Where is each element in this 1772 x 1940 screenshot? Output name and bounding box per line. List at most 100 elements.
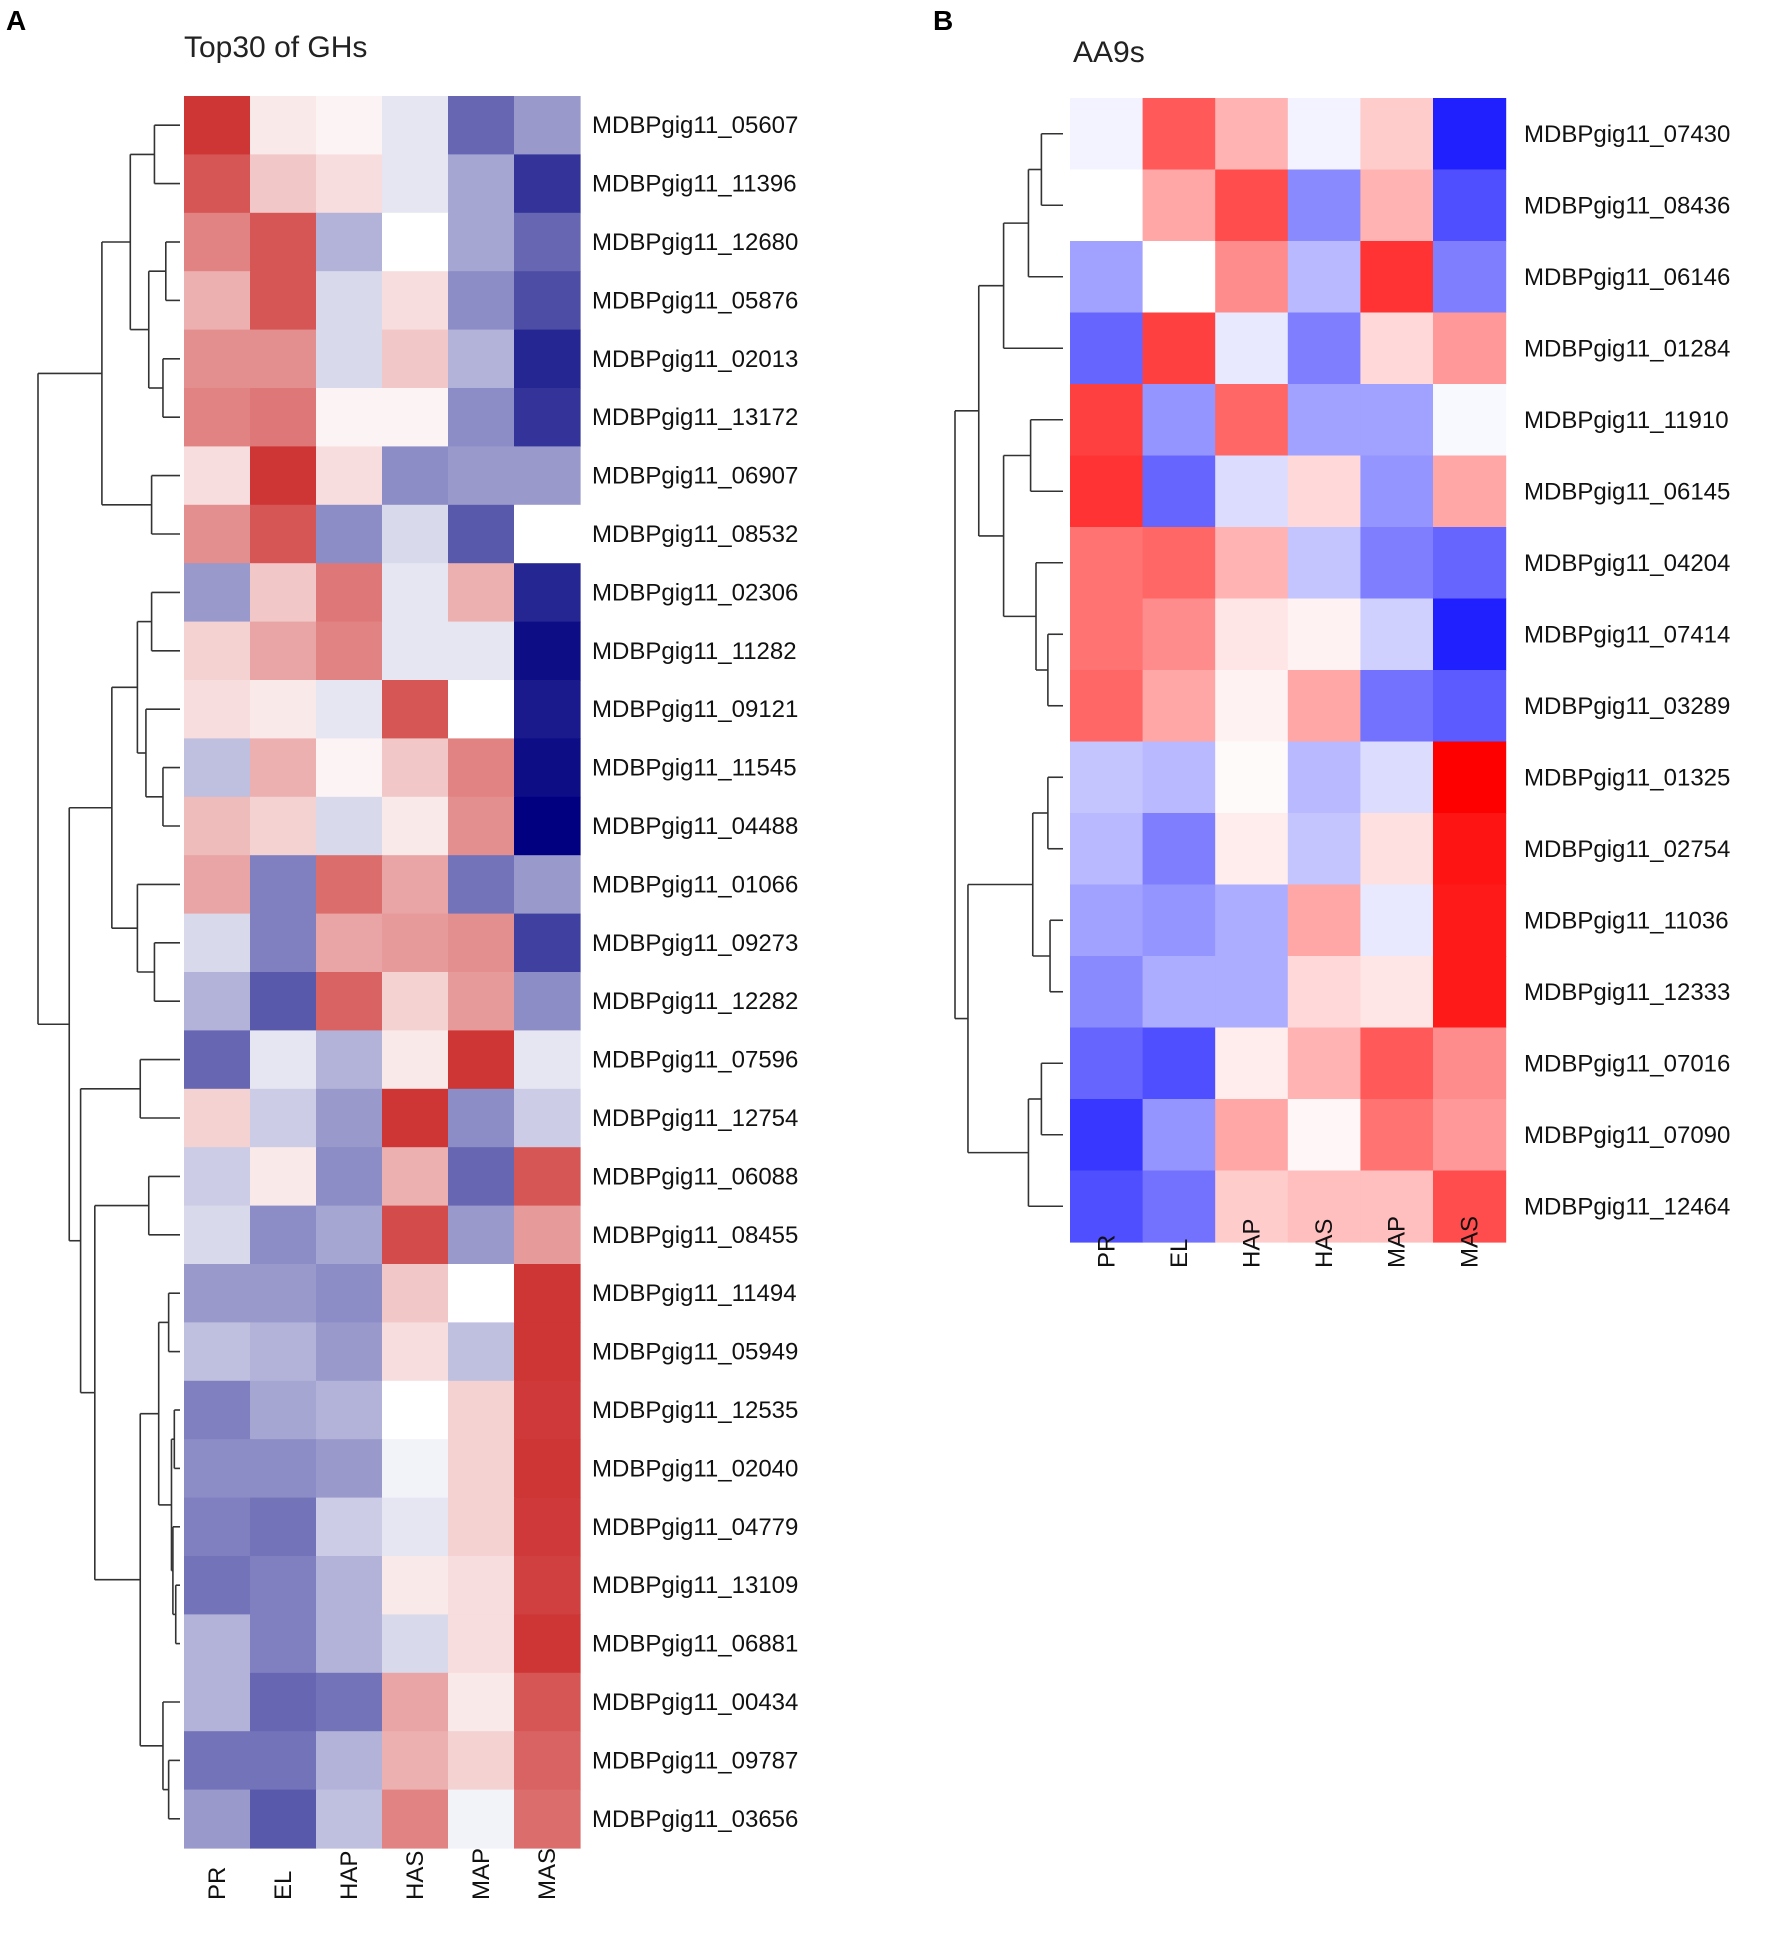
heatmap-a-cell-r17-c4 [448, 1088, 515, 1148]
heatmap-a-cell-r4-c1 [250, 329, 317, 389]
heatmap-a-row-label: MDBPgig11_08455 [592, 1222, 798, 1249]
heatmap-a-row-label: MDBPgig11_09121 [592, 696, 798, 723]
heatmap-b-cell-r15-c4 [1360, 1170, 1434, 1243]
heatmap-a-cell-r20-c4 [448, 1264, 515, 1323]
heatmap-b-row-label: MDBPgig11_01325 [1524, 764, 1730, 791]
heatmap-b-cell-r9-c5 [1433, 741, 1507, 814]
heatmap-a-row-label: MDBPgig11_05876 [592, 287, 798, 314]
heatmap-a-row-label: MDBPgig11_08532 [592, 521, 798, 548]
heatmap-a-cell-r14-c5 [514, 913, 581, 973]
heatmap-a-cell-r17-c1 [250, 1088, 317, 1148]
heatmap-a-cell-r2-c1 [250, 212, 317, 272]
heatmap-b-cell-r2-c4 [1360, 241, 1434, 314]
heatmap-b-cell-r11-c0 [1070, 884, 1144, 957]
heatmap-a-cell-r12-c3 [382, 796, 449, 856]
heatmap-a-cell-r8-c2 [316, 563, 383, 623]
heatmap-a-cell-r17-c0 [184, 1088, 251, 1148]
heatmap-a-cell-r2-c3 [382, 212, 449, 272]
heatmap-b-cell-r12-c1 [1142, 956, 1216, 1029]
heatmap-a-row-label: MDBPgig11_01066 [592, 871, 798, 898]
heatmap-a-cell-r13-c0 [184, 855, 251, 915]
heatmap-a-cell-r0-c2 [316, 96, 383, 155]
heatmap-b-cell-r6-c3 [1287, 527, 1361, 600]
heatmap-b-cell-r2-c1 [1142, 241, 1216, 314]
heatmap-b-cell-r4-c5 [1433, 384, 1507, 457]
heatmap-a-cell-r26-c4 [448, 1614, 515, 1674]
heatmap-a-cell-r27-c4 [448, 1672, 515, 1732]
heatmap-a-row-label: MDBPgig11_11396 [592, 171, 797, 198]
heatmap-a-cell-r12-c1 [250, 796, 317, 856]
heatmap-a-cell-r1-c1 [250, 154, 317, 214]
heatmap-b-col-label: EL [1166, 1239, 1193, 1268]
heatmap-a-cell-r12-c4 [448, 796, 515, 856]
heatmap-b-cell-r14-c0 [1070, 1099, 1144, 1172]
heatmap-b-cell-r4-c1 [1142, 384, 1216, 457]
heatmap-a-row-label: MDBPgig11_09787 [592, 1747, 798, 1774]
heatmap-a-row-label: MDBPgig11_06881 [592, 1631, 798, 1658]
heatmap-b-cell-r4-c2 [1215, 384, 1289, 457]
heatmap-b: MDBPgig11_07430 MDBPgig11_08436 MDBPgig11_… [1070, 98, 1730, 1268]
heatmap-b-cell-r6-c0 [1070, 527, 1144, 600]
heatmap-a-cell-r3-c1 [250, 271, 317, 331]
heatmap-b-cell-r3-c5 [1433, 312, 1507, 385]
heatmap-a-cell-r24-c0 [184, 1497, 251, 1557]
heatmap-b-cell-r8-c3 [1287, 670, 1361, 743]
heatmap-b-col-label: HAS [1311, 1219, 1338, 1268]
heatmap-a-cell-r10-c3 [382, 680, 449, 739]
heatmap-b-cell-r13-c3 [1287, 1027, 1361, 1100]
heatmap-a-cell-r18-c2 [316, 1147, 383, 1207]
heatmap-a-cell-r1-c5 [514, 154, 581, 214]
heatmap-a-cell-r25-c4 [448, 1556, 515, 1615]
heatmap-b-cell-r4-c4 [1360, 384, 1434, 457]
heatmap-a-cell-r13-c3 [382, 855, 449, 915]
heatmap-a-cell-r27-c0 [184, 1672, 251, 1732]
dendrogram-b [954, 132, 1063, 1208]
heatmap-a-cell-r17-c2 [316, 1088, 383, 1148]
heatmap-b-cell-r5-c2 [1215, 455, 1289, 528]
heatmap-a-row-label: MDBPgig11_09273 [592, 930, 798, 957]
heatmap-a-cell-r21-c5 [514, 1322, 581, 1382]
heatmap-a-cell-r1-c4 [448, 154, 515, 214]
heatmap-a-cell-r28-c3 [382, 1731, 449, 1791]
heatmap-a-cell-r10-c4 [448, 680, 515, 739]
heatmap-a-cell-r26-c1 [250, 1614, 317, 1674]
heatmap-a-cell-r15-c2 [316, 972, 383, 1031]
heatmap-a-cell-r7-c3 [382, 504, 449, 564]
heatmap-a-cell-r24-c3 [382, 1497, 449, 1557]
heatmap-a-cell-r15-c4 [448, 972, 515, 1031]
heatmap-a-row-label: MDBPgig11_13109 [592, 1572, 798, 1599]
heatmap-a-cell-r9-c4 [448, 621, 515, 681]
heatmap-b-cell-r7-c3 [1287, 598, 1361, 671]
heatmap-a-cell-r27-c3 [382, 1672, 449, 1732]
heatmap-a-col-label: HAP [336, 1851, 363, 1900]
heatmap-a-cell-r27-c2 [316, 1672, 383, 1732]
heatmap-a-cell-r18-c4 [448, 1147, 515, 1207]
heatmap-b-row-label: MDBPgig11_02754 [1524, 836, 1730, 863]
heatmap-b-cell-r6-c4 [1360, 527, 1434, 600]
heatmap-a-cell-r0-c1 [250, 96, 317, 155]
heatmap-b-cell-r9-c4 [1360, 741, 1434, 814]
heatmap-b-cell-r5-c0 [1070, 455, 1144, 528]
heatmap-a-cell-r13-c2 [316, 855, 383, 915]
heatmap-a-cell-r22-c1 [250, 1380, 317, 1440]
heatmap-b-cell-r10-c3 [1287, 813, 1361, 886]
heatmap-a-cell-r10-c1 [250, 680, 317, 739]
heatmap-a-cell-r9-c5 [514, 621, 581, 681]
heatmap-a-cell-r14-c1 [250, 913, 317, 973]
heatmap-a-cell-r4-c4 [448, 329, 515, 389]
heatmap-a-cell-r19-c5 [514, 1205, 581, 1265]
heatmap-a-cell-r22-c5 [514, 1380, 581, 1440]
heatmap-a-cell-r20-c3 [382, 1264, 449, 1323]
heatmap-a-cell-r25-c0 [184, 1556, 251, 1615]
heatmap-b-cell-r0-c5 [1433, 98, 1507, 171]
heatmap-a-cell-r23-c5 [514, 1439, 581, 1499]
heatmap-a-cell-r20-c2 [316, 1264, 383, 1323]
heatmap-a-col-label: PR [204, 1867, 231, 1900]
heatmap-a-cell-r23-c2 [316, 1439, 383, 1499]
heatmap-a-cell-r20-c1 [250, 1264, 317, 1323]
heatmap-b-cell-r15-c2 [1215, 1170, 1289, 1243]
heatmap-a-cell-r29-c0 [184, 1789, 251, 1849]
heatmap-a-cell-r22-c2 [316, 1380, 383, 1440]
heatmap-a-cell-r14-c0 [184, 913, 251, 973]
heatmap-a-cell-r25-c3 [382, 1556, 449, 1615]
